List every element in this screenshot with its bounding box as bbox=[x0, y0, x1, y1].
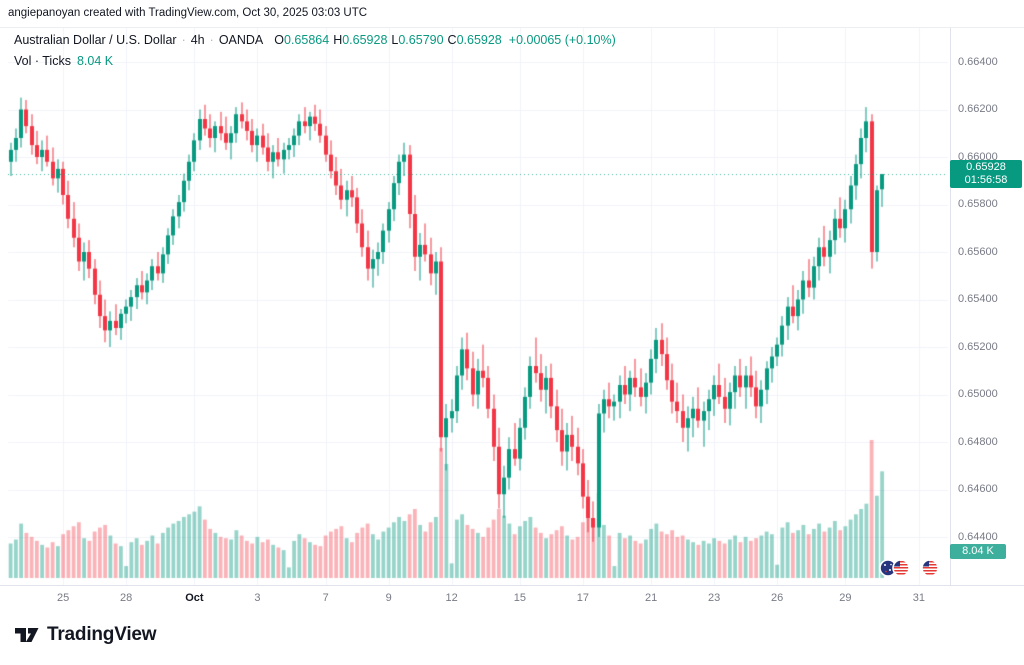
symbol-legend-row: Australian Dollar / U.S. Dollar · 4h · O… bbox=[14, 33, 616, 47]
close-label: C bbox=[447, 33, 457, 47]
price-axis-label: 0.66400 bbox=[958, 55, 998, 68]
time-axis-label: 9 bbox=[385, 592, 392, 604]
time-axis-label: 3 bbox=[254, 592, 261, 604]
close-value: 0.65928 bbox=[456, 33, 502, 47]
time-axis-label: 17 bbox=[576, 592, 589, 604]
low-value: 0.65790 bbox=[398, 33, 444, 47]
interval-label[interactable]: 4h bbox=[190, 33, 205, 47]
volume-indicator-label[interactable]: Vol · Ticks bbox=[14, 54, 71, 68]
open-label: O bbox=[274, 33, 284, 47]
time-axis-label: 7 bbox=[322, 592, 329, 604]
price-axis-label: 0.66000 bbox=[958, 150, 998, 163]
price-axis-label: 0.65000 bbox=[958, 388, 998, 400]
time-axis-label: 21 bbox=[645, 592, 658, 604]
time-axis-label: 15 bbox=[513, 592, 526, 604]
volume-indicator-value: 8.04 K bbox=[76, 54, 114, 68]
price-axis-label: 0.64400 bbox=[958, 530, 998, 543]
price-axis-label: 0.65800 bbox=[958, 198, 998, 210]
ohlc-values: O0.65864 H0.65928 L0.65790 C0.65928 bbox=[274, 33, 502, 47]
chart-legend: Australian Dollar / U.S. Dollar · 4h · O… bbox=[14, 33, 616, 68]
price-axis[interactable]: 0.65928 01:56:58 8.04 K 0.66400 0.66200 0.… bbox=[950, 0, 1024, 585]
price-axis-label: 0.66200 bbox=[958, 103, 998, 115]
high-value: 0.65928 bbox=[342, 33, 388, 47]
symbol-title[interactable]: Australian Dollar / U.S. Dollar bbox=[14, 33, 177, 47]
exchange-label[interactable]: OANDA bbox=[218, 33, 264, 47]
time-axis-label: 28 bbox=[120, 592, 133, 604]
open-value: 0.65864 bbox=[284, 33, 330, 47]
time-axis-label: 31 bbox=[912, 592, 925, 604]
tradingview-wordmark: TradingView bbox=[47, 624, 157, 645]
low-label: L bbox=[391, 33, 399, 47]
price-axis-label: 0.65600 bbox=[958, 245, 998, 258]
time-axis-label: Oct bbox=[185, 592, 204, 604]
time-axis-label: 29 bbox=[839, 592, 852, 604]
tradingview-mark-icon bbox=[15, 628, 39, 642]
price-axis-label: 0.64800 bbox=[958, 435, 998, 448]
high-label: H bbox=[333, 33, 343, 47]
last-price-badge: 0.65928 01:56:58 bbox=[950, 160, 1022, 189]
price-axis-border bbox=[950, 28, 951, 585]
price-axis-label: 0.65400 bbox=[958, 293, 998, 305]
last-price-value: 0.65928 bbox=[966, 161, 1006, 174]
time-axis-label: 23 bbox=[708, 592, 721, 604]
attribution-text: angiepanoyan created with TradingView.co… bbox=[8, 7, 368, 19]
volume-legend-row: Vol · Ticks 8.04 K bbox=[14, 54, 616, 68]
header-separator bbox=[0, 27, 1024, 28]
time-axis-label: 12 bbox=[445, 592, 458, 604]
audusd-pair-flags-icon bbox=[879, 559, 910, 577]
time-axis-label: 25 bbox=[57, 592, 70, 604]
time-axis[interactable]: 25 28 Oct 3 7 9 12 15 17 21 23 26 29 31 bbox=[0, 585, 1024, 614]
bar-countdown: 01:56:58 bbox=[964, 174, 1008, 187]
separator-dot: · bbox=[181, 33, 186, 47]
usd-flag-icon bbox=[921, 559, 939, 577]
pair-flags bbox=[878, 558, 940, 578]
time-axis-label: 26 bbox=[771, 592, 784, 604]
change-value: +0.00065 (+0.10%) bbox=[508, 33, 616, 47]
price-axis-label: 0.65200 bbox=[958, 340, 998, 353]
volume-badge: 8.04 K bbox=[950, 544, 1006, 559]
separator-dot: · bbox=[209, 33, 214, 47]
price-axis-label: 0.64600 bbox=[958, 483, 998, 495]
tradingview-logo[interactable]: TradingView bbox=[12, 621, 157, 649]
